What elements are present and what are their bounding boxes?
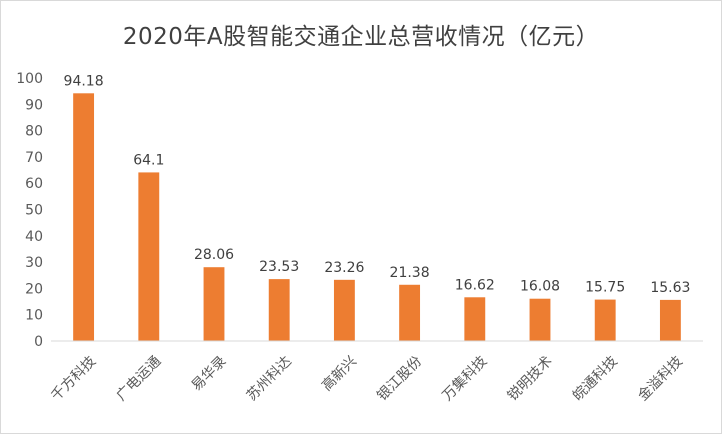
y-tick-label: 0 xyxy=(34,334,43,350)
category-label: 广电运通 xyxy=(114,353,165,404)
category-label: 万集科技 xyxy=(439,353,491,405)
data-label: 23.53 xyxy=(259,259,299,275)
data-label: 21.38 xyxy=(390,265,430,281)
bar xyxy=(73,93,95,341)
category-label: 锐明技术 xyxy=(505,353,556,404)
bar xyxy=(529,298,551,341)
bar xyxy=(203,267,225,341)
bar xyxy=(399,284,421,341)
category-label: 皖通科技 xyxy=(570,353,621,404)
y-tick-label: 60 xyxy=(25,176,43,192)
y-tick-label: 20 xyxy=(25,281,43,297)
bar xyxy=(138,172,160,341)
data-label: 15.63 xyxy=(650,280,690,296)
category-label: 银江股份 xyxy=(374,353,425,404)
data-label: 64.1 xyxy=(133,152,164,168)
category-labels: 千方科技 广电运通 易华录 苏州科达 高新兴 银江股份 万集科技 锐明技术 皖通科技 金溢科技 xyxy=(48,353,686,405)
category-label: 易华录 xyxy=(189,353,230,394)
y-tick-label: 100 xyxy=(16,71,43,87)
data-label: 15.75 xyxy=(585,280,625,296)
bar xyxy=(594,299,616,341)
y-tick-label: 80 xyxy=(25,124,43,140)
data-labels: 94.18 64.1 28.06 23.53 23.26 21.38 16.62 16.08 1… xyxy=(64,73,691,296)
category-label: 苏州科达 xyxy=(244,353,295,404)
category-label: 金溢科技 xyxy=(635,353,686,404)
data-label: 28.06 xyxy=(194,247,234,263)
category-label: 高新兴 xyxy=(318,353,360,395)
y-tick-label: 70 xyxy=(25,150,43,166)
data-label: 94.18 xyxy=(64,73,104,89)
y-tick-label: 30 xyxy=(25,255,43,271)
category-label: 千方科技 xyxy=(48,353,99,404)
bar-series xyxy=(73,93,681,341)
y-tick-label: 10 xyxy=(25,308,43,324)
y-tick-label: 90 xyxy=(25,97,43,113)
y-tick-label: 40 xyxy=(25,229,43,245)
y-tick-label: 50 xyxy=(25,203,43,219)
data-label: 16.62 xyxy=(455,277,495,293)
bar xyxy=(464,297,486,341)
bar xyxy=(659,299,681,341)
y-axis-ticks: 0 10 20 30 40 50 60 70 80 90 100 xyxy=(16,71,43,350)
chart-title: 2020年A股智能交通企业总营收情况（亿元） xyxy=(122,24,600,50)
data-label: 16.08 xyxy=(520,279,560,295)
data-label: 23.26 xyxy=(324,260,364,276)
bar xyxy=(333,279,355,341)
bar xyxy=(268,279,290,341)
